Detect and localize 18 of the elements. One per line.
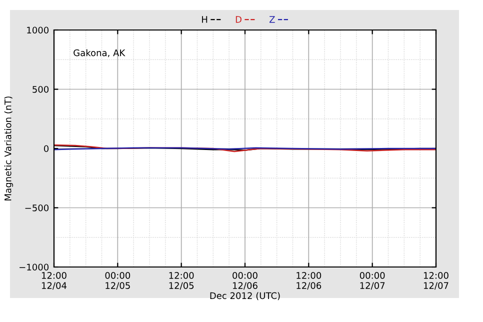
- x-tick-label: 12:00 12/07: [424, 272, 448, 290]
- x-tick-label: 12:00 12/06: [296, 272, 322, 290]
- legend-label: D: [236, 16, 242, 23]
- x-tick-label: 00:00 12/07: [360, 272, 385, 290]
- y-tick-label: 0: [44, 145, 49, 152]
- x-tick-label: 12:00 12/05: [169, 272, 194, 290]
- legend-label: H: [202, 16, 208, 23]
- y-tick-label: −500: [25, 204, 49, 212]
- y-axis-title: Magnetic Variation (nT): [4, 96, 14, 200]
- x-tick-label: 00:00 12/05: [105, 272, 130, 290]
- y-tick-label: 1000: [27, 26, 49, 34]
- x-axis-title: Dec 2012 (UTC): [210, 292, 280, 300]
- y-tick-label: 500: [32, 86, 49, 93]
- y-tick-label: −1000: [20, 264, 49, 271]
- legend-label: Z: [269, 16, 275, 23]
- x-tick-label: 12:00 12/04: [42, 272, 66, 290]
- x-tick-label: 00:00 12/06: [232, 272, 258, 290]
- annotation: Gakona, AK: [74, 49, 126, 58]
